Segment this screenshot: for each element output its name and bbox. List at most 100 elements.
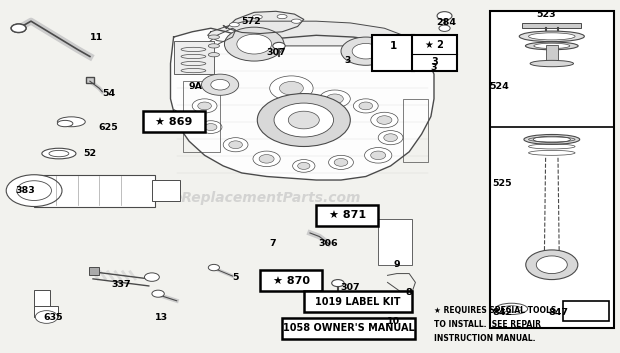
Ellipse shape xyxy=(495,303,528,315)
Polygon shape xyxy=(170,28,434,180)
Circle shape xyxy=(334,158,348,166)
Circle shape xyxy=(202,74,239,95)
Bar xyxy=(34,290,50,307)
Text: 523: 523 xyxy=(536,10,556,19)
Ellipse shape xyxy=(525,42,578,50)
Bar xyxy=(183,81,220,152)
Circle shape xyxy=(208,264,219,271)
Circle shape xyxy=(274,103,334,137)
Circle shape xyxy=(293,160,315,172)
Text: 9A: 9A xyxy=(188,82,202,91)
Polygon shape xyxy=(208,21,403,46)
Text: TO INSTALL.  SEE REPAIR: TO INSTALL. SEE REPAIR xyxy=(434,320,541,329)
Text: ★ 869: ★ 869 xyxy=(155,117,192,127)
Circle shape xyxy=(319,90,350,108)
Text: 383: 383 xyxy=(15,186,35,195)
Bar xyxy=(522,23,581,28)
Text: 5: 5 xyxy=(232,273,239,282)
Ellipse shape xyxy=(533,136,570,143)
Polygon shape xyxy=(195,28,236,62)
Circle shape xyxy=(200,121,222,133)
Circle shape xyxy=(35,311,58,323)
Bar xyxy=(563,301,609,321)
Bar xyxy=(378,219,412,265)
Ellipse shape xyxy=(49,150,69,157)
Circle shape xyxy=(198,102,211,110)
Ellipse shape xyxy=(528,33,575,40)
Text: 842: 842 xyxy=(492,308,512,317)
Circle shape xyxy=(365,148,392,163)
Text: 1019 LABEL KIT: 1019 LABEL KIT xyxy=(316,297,401,307)
Circle shape xyxy=(6,175,62,207)
Ellipse shape xyxy=(208,35,219,39)
Text: 8: 8 xyxy=(406,288,412,298)
Circle shape xyxy=(378,131,403,145)
Circle shape xyxy=(377,116,392,124)
Text: 1: 1 xyxy=(389,41,397,51)
Text: 54: 54 xyxy=(102,89,115,98)
Circle shape xyxy=(329,155,353,169)
Bar xyxy=(546,45,558,64)
Circle shape xyxy=(371,112,398,128)
Circle shape xyxy=(298,162,310,169)
Circle shape xyxy=(192,99,217,113)
Bar xyxy=(372,35,414,71)
Bar xyxy=(152,180,180,201)
Circle shape xyxy=(352,43,379,59)
Ellipse shape xyxy=(229,23,239,27)
Text: 3: 3 xyxy=(431,62,437,72)
Bar xyxy=(490,11,614,328)
Bar xyxy=(304,291,412,312)
Bar xyxy=(316,205,378,226)
Text: 306: 306 xyxy=(319,239,339,248)
Text: 10: 10 xyxy=(387,317,401,326)
Circle shape xyxy=(11,24,26,32)
Text: ★ 870: ★ 870 xyxy=(273,276,310,286)
Circle shape xyxy=(384,134,397,142)
Circle shape xyxy=(439,25,450,31)
Text: 625: 625 xyxy=(99,122,118,132)
Text: 52: 52 xyxy=(83,149,97,158)
Text: 284: 284 xyxy=(436,18,456,28)
Bar xyxy=(174,41,214,74)
Circle shape xyxy=(326,94,343,104)
Text: ★ 2: ★ 2 xyxy=(425,40,444,50)
Ellipse shape xyxy=(530,60,574,67)
Text: eReplacementParts.com: eReplacementParts.com xyxy=(172,191,361,205)
Text: 525: 525 xyxy=(492,179,512,188)
Bar xyxy=(86,77,94,83)
Bar xyxy=(412,35,457,71)
Circle shape xyxy=(353,99,378,113)
Circle shape xyxy=(280,82,303,95)
Text: 307: 307 xyxy=(266,48,286,58)
Circle shape xyxy=(152,290,164,297)
Bar xyxy=(260,270,322,291)
Ellipse shape xyxy=(57,117,86,127)
Text: 572: 572 xyxy=(241,17,261,26)
Text: 11: 11 xyxy=(89,32,103,42)
Circle shape xyxy=(526,250,578,280)
Circle shape xyxy=(11,24,26,32)
Text: 3: 3 xyxy=(344,55,350,65)
Circle shape xyxy=(359,102,373,110)
Circle shape xyxy=(332,280,344,287)
Circle shape xyxy=(273,42,285,49)
Ellipse shape xyxy=(208,53,219,57)
Circle shape xyxy=(223,138,248,152)
Circle shape xyxy=(288,111,319,129)
Bar xyxy=(282,318,415,339)
Text: 13: 13 xyxy=(154,313,168,322)
Bar xyxy=(403,99,428,162)
Text: 337: 337 xyxy=(111,280,131,289)
Circle shape xyxy=(437,12,452,20)
Text: 635: 635 xyxy=(43,313,63,322)
Text: ★ 871: ★ 871 xyxy=(329,210,366,220)
Circle shape xyxy=(257,94,350,146)
Text: 1058 OWNER'S MANUAL: 1058 OWNER'S MANUAL xyxy=(283,323,415,333)
Circle shape xyxy=(253,151,280,167)
Text: 847: 847 xyxy=(548,308,568,317)
Circle shape xyxy=(536,256,567,274)
Text: ★ REQUIRES SPECIAL TOOLS: ★ REQUIRES SPECIAL TOOLS xyxy=(434,306,556,315)
Polygon shape xyxy=(223,11,304,34)
Ellipse shape xyxy=(57,120,73,127)
